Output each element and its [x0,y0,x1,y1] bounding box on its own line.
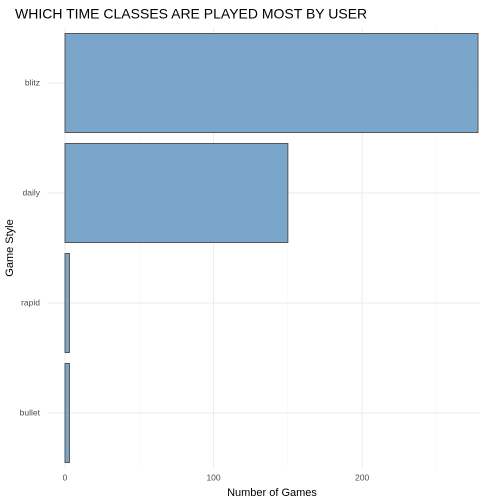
bar-bullet [64,363,70,463]
y-tick-label: daily [23,187,41,197]
chart-title: WHICH TIME CLASSES ARE PLAYED MOST BY US… [15,6,367,22]
y-tick-label: rapid [21,297,40,307]
x-tick-label: 0 [63,472,68,482]
x-axis-title: Number of Games [227,487,317,499]
y-axis-title: Game Style [4,219,16,276]
y-tick-labels: blitz daily rapid bullet [20,77,41,417]
x-tick-label: 100 [206,472,220,482]
x-tick-label: 200 [355,472,369,482]
y-tick-label: bullet [20,407,41,417]
bar-blitz [64,33,479,133]
y-tick-label: blitz [25,77,40,87]
bar-rapid [64,253,70,353]
x-tick-labels: 0 100 200 [63,472,370,482]
bar-daily [64,143,289,243]
bar-layer [64,33,479,463]
